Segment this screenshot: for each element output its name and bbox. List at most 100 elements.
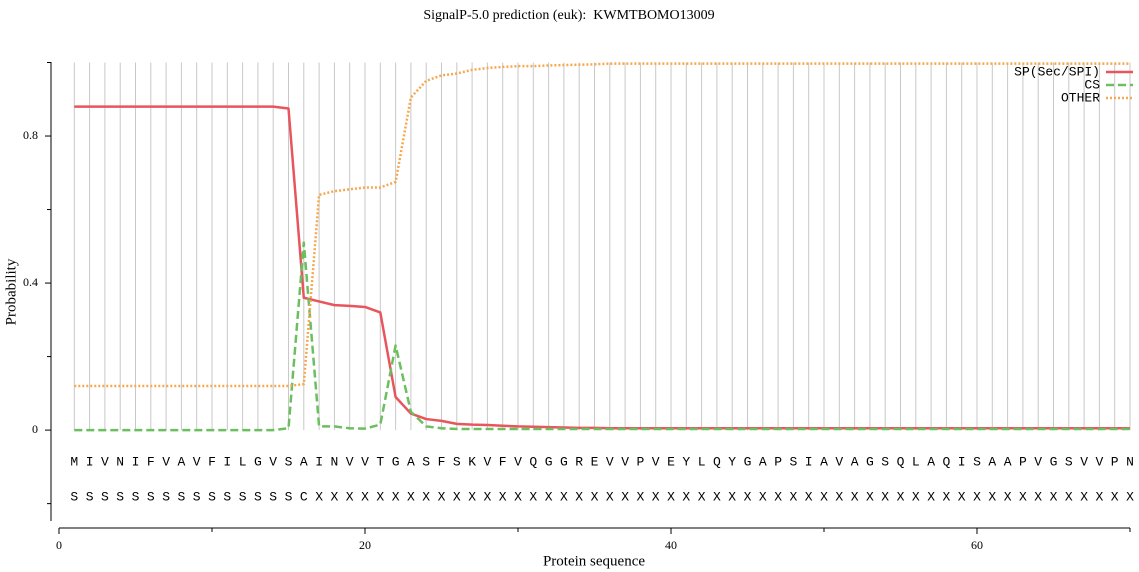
- residue-label: X: [652, 489, 660, 504]
- residue-label: S: [208, 489, 216, 504]
- residue: V: [483, 454, 491, 469]
- residue-label: X: [575, 489, 583, 504]
- series-line: [74, 62, 1130, 388]
- residue-label: X: [606, 489, 614, 504]
- residue-label: X: [1019, 489, 1027, 504]
- residue: Y: [728, 454, 736, 469]
- y-tick-label: 0.8: [23, 128, 38, 142]
- residue: I: [132, 454, 140, 469]
- residue: V: [1080, 454, 1088, 469]
- residue-label: X: [698, 489, 706, 504]
- residue: V: [101, 454, 109, 469]
- residue: G: [254, 454, 262, 469]
- residue-label: X: [927, 489, 935, 504]
- residue-label: X: [1095, 489, 1103, 504]
- residue: I: [86, 454, 94, 469]
- residue: N: [116, 454, 124, 469]
- residue: A: [820, 454, 828, 469]
- residue: E: [667, 454, 675, 469]
- residue: I: [315, 454, 323, 469]
- residue-label: X: [560, 489, 568, 504]
- residue-label: X: [881, 489, 889, 504]
- series-line: [74, 105, 1130, 430]
- residue-label: X: [346, 489, 354, 504]
- residue-label: X: [851, 489, 859, 504]
- residue: F: [499, 454, 507, 469]
- x-tick-label: 0: [56, 538, 62, 552]
- residue-label: X: [942, 489, 950, 504]
- residue-label: X: [483, 489, 491, 504]
- residue: A: [1004, 454, 1012, 469]
- residue: Q: [942, 454, 950, 469]
- residue: A: [407, 454, 415, 469]
- residue-label: X: [835, 489, 843, 504]
- residue-label: X: [545, 489, 553, 504]
- x-axis-label: Protein sequence: [543, 553, 645, 569]
- residue-label: X: [392, 489, 400, 504]
- residue-label: S: [239, 489, 247, 504]
- residue: Y: [682, 454, 690, 469]
- residue: R: [575, 454, 583, 469]
- residue-label: X: [330, 489, 338, 504]
- residue-label: X: [912, 489, 920, 504]
- residue: V: [606, 454, 614, 469]
- residue: A: [300, 454, 308, 469]
- residue: G: [744, 454, 752, 469]
- residue-label: X: [789, 489, 797, 504]
- residue: S: [881, 454, 889, 469]
- legend-label: CS: [1084, 77, 1100, 92]
- residue: Q: [713, 454, 721, 469]
- residue: G: [560, 454, 568, 469]
- residue: P: [636, 454, 644, 469]
- chart-title: SignalP-5.0 prediction (euk): KWMTBOMO13…: [423, 8, 714, 23]
- residue: V: [269, 454, 277, 469]
- residue-label: S: [70, 489, 78, 504]
- residue: G: [1050, 454, 1058, 469]
- residue: S: [973, 454, 981, 469]
- residue: V: [652, 454, 660, 469]
- residue-label: X: [744, 489, 752, 504]
- residue: F: [147, 454, 155, 469]
- residue-label: S: [132, 489, 140, 504]
- residue-label: X: [1034, 489, 1042, 504]
- residue: Q: [529, 454, 537, 469]
- residue-label: X: [667, 489, 675, 504]
- residue-label: X: [468, 489, 476, 504]
- y-axis-label: Probability: [3, 258, 19, 325]
- residue-label: X: [407, 489, 415, 504]
- residue-label: X: [805, 489, 813, 504]
- residue-label: S: [193, 489, 201, 504]
- residue-label: X: [713, 489, 721, 504]
- residue: P: [1111, 454, 1119, 469]
- y-tick-label: 0: [32, 422, 38, 436]
- residue: G: [866, 454, 874, 469]
- residue-label: X: [1111, 489, 1119, 504]
- residue: L: [239, 454, 247, 469]
- residue: M: [70, 454, 78, 469]
- residue-label: X: [621, 489, 629, 504]
- residue: V: [621, 454, 629, 469]
- residue: Q: [897, 454, 905, 469]
- residue-label: X: [1126, 489, 1134, 504]
- residue-label: X: [636, 489, 644, 504]
- residue-label: X: [361, 489, 369, 504]
- residue-label: X: [820, 489, 828, 504]
- residue-label: X: [422, 489, 430, 504]
- residue-label: S: [285, 489, 293, 504]
- residue: V: [162, 454, 170, 469]
- residue: A: [177, 454, 185, 469]
- x-tick-label: 20: [359, 538, 371, 552]
- residue-label: X: [1065, 489, 1073, 504]
- y-tick-label: 0.4: [23, 275, 38, 289]
- residue-label: X: [728, 489, 736, 504]
- residue-label: X: [866, 489, 874, 504]
- residue: A: [759, 454, 767, 469]
- residue-label: C: [300, 489, 308, 504]
- residue: L: [912, 454, 920, 469]
- residue-label: X: [774, 489, 782, 504]
- legend-label: SP(Sec/SPI): [1014, 64, 1100, 79]
- residue-label: S: [116, 489, 124, 504]
- residue: V: [514, 454, 522, 469]
- residue: A: [988, 454, 996, 469]
